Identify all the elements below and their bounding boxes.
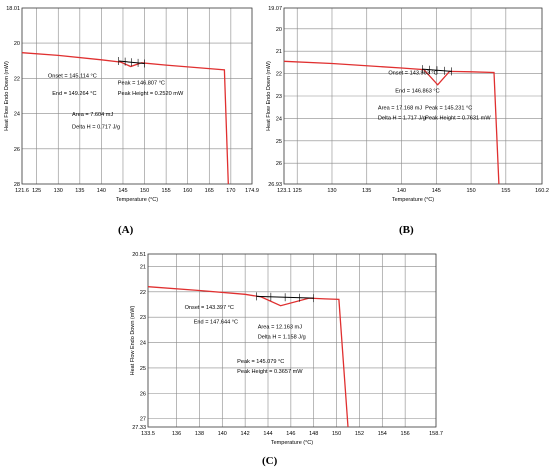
x-tick-label-c: 148 bbox=[309, 431, 318, 437]
y-axis-label-a: Heat Flow Endo Down (mW) bbox=[4, 61, 10, 131]
x-tick-label-c: 136 bbox=[172, 431, 181, 437]
annotation-a-1: End = 149.264 °C bbox=[52, 91, 96, 97]
x-tick-label-a: 130 bbox=[54, 188, 63, 194]
y-tick-label-c: 23 bbox=[140, 315, 146, 321]
x-tick-label-a: 121.6 bbox=[15, 188, 29, 194]
annotation-c-2: Area = 12.163 mJ bbox=[258, 325, 303, 331]
x-tick-label-a: 135 bbox=[75, 188, 84, 194]
chart-svg-b: 123.1 125 130 135 140 145 150 155 160.2 19.07 20 21… bbox=[266, 6, 549, 203]
annotation-b-0: Onset = 143.963 °C bbox=[388, 71, 437, 77]
y-tick-label-a: 18.01 bbox=[6, 6, 20, 12]
chart-svg-a: 121.6 125 130 135 140 145 150 155 160 165 170 174.9… bbox=[4, 6, 259, 203]
x-tick-label-c: 140 bbox=[218, 431, 227, 437]
x-axis-label-b: Temperature (°C) bbox=[392, 197, 434, 203]
annotation-c-4: Peak = 145.079 °C bbox=[237, 359, 284, 365]
plot-frame-a bbox=[21, 7, 253, 185]
x-tick-label-c: 146 bbox=[286, 431, 295, 437]
y-tick-label-c: 22 bbox=[140, 290, 146, 296]
annotation-c-3: Delta H = 1.158 J/g bbox=[258, 335, 306, 341]
x-tick-label-b: 155 bbox=[501, 188, 510, 194]
annotation-a-5: Delta H = 0.717 J/g bbox=[72, 125, 120, 131]
x-tick-label-a: 165 bbox=[205, 188, 214, 194]
y-tick-label-b: 26 bbox=[276, 161, 282, 167]
x-tick-label-a: 174.9 bbox=[245, 188, 259, 194]
x-tick-label-a: 155 bbox=[162, 188, 171, 194]
x-tick-label-b: 125 bbox=[293, 188, 302, 194]
x-tick-label-b: 135 bbox=[362, 188, 371, 194]
y-tick-label-c: 26 bbox=[140, 391, 146, 397]
chart-panel-a: 121.6 125 130 135 140 145 150 155 160 165 170 174.9… bbox=[0, 0, 260, 240]
chart-panel-c: 133.5 136 138 140 142 144 146 148 150 152 154 156 15… bbox=[104, 246, 446, 472]
x-tick-label-a: 140 bbox=[97, 188, 106, 194]
dsc-curve-c bbox=[147, 286, 349, 428]
x-tick-label-c: 144 bbox=[263, 431, 272, 437]
annotation-b-3: Delta H = 1.717 J/g bbox=[378, 116, 426, 122]
y-tick-label-a: 26 bbox=[14, 147, 20, 153]
x-tick-label-c: 152 bbox=[355, 431, 364, 437]
x-axis-label-c: Temperature (°C) bbox=[271, 440, 313, 446]
y-tick-label-c: 27.33 bbox=[132, 425, 146, 431]
annotation-b-2: Area = 17.168 mJ bbox=[378, 105, 423, 111]
y-tick-label-c: 27 bbox=[140, 417, 146, 423]
x-tick-label-b: 145 bbox=[432, 188, 441, 194]
y-tick-label-b: 21 bbox=[276, 49, 282, 55]
annotation-b-1: End = 146.863 °C bbox=[395, 89, 439, 95]
y-tick-label-a: 20 bbox=[14, 41, 20, 47]
annotation-a-4: Area = 7.604 mJ bbox=[72, 112, 113, 118]
dsc-curve-a bbox=[21, 52, 229, 185]
x-tick-label-c: 156 bbox=[401, 431, 410, 437]
annotation-a-3: Peak Height = 0.2520 mW bbox=[118, 91, 184, 97]
plot-frame-c bbox=[147, 253, 437, 428]
x-tick-label-b: 123.1 bbox=[277, 188, 291, 194]
x-tick-label-c: 150 bbox=[332, 431, 341, 437]
y-tick-label-b: 24 bbox=[276, 116, 282, 122]
y-axis-label-c: Heat Flow Endo Down (mW) bbox=[130, 305, 136, 375]
annotation-c-1: End = 147.644 °C bbox=[194, 320, 238, 326]
panel-label-c: (C) bbox=[262, 455, 278, 467]
x-tick-label-a: 150 bbox=[140, 188, 149, 194]
x-tick-label-c: 154 bbox=[378, 431, 387, 437]
x-tick-label-b: 130 bbox=[327, 188, 336, 194]
annotation-c-5: Peak Height = 0.3657 mW bbox=[237, 369, 303, 375]
x-tick-label-a: 125 bbox=[32, 188, 41, 194]
x-tick-label-a: 170 bbox=[226, 188, 235, 194]
x-tick-label-c: 138 bbox=[195, 431, 204, 437]
x-tick-label-b: 150 bbox=[466, 188, 475, 194]
annotation-a-2: Peak = 146.807 °C bbox=[118, 80, 165, 86]
y-tick-label-b: 22 bbox=[276, 72, 282, 78]
y-tick-label-a: 28 bbox=[14, 182, 20, 188]
panel-label-b: (B) bbox=[399, 224, 414, 236]
y-tick-label-b: 23 bbox=[276, 94, 282, 100]
x-tick-label-a: 145 bbox=[118, 188, 127, 194]
y-tick-label-c: 20.51 bbox=[132, 252, 146, 258]
panel-label-a: (A) bbox=[118, 224, 134, 236]
y-axis-label-b: Heat Flow Endo Down (mW) bbox=[266, 61, 272, 131]
x-tick-label-a: 160 bbox=[183, 188, 192, 194]
x-tick-label-b: 160.2 bbox=[535, 188, 549, 194]
plot-frame-b bbox=[283, 7, 543, 185]
y-tick-label-c: 25 bbox=[140, 366, 146, 372]
y-tick-label-b: 20 bbox=[276, 27, 282, 33]
x-axis-label-a: Temperature (°C) bbox=[116, 197, 158, 203]
annotation-b-5: Peak Height = 0.7631 mW bbox=[425, 116, 491, 122]
y-tick-label-a: 22 bbox=[14, 76, 20, 82]
x-tick-label-c: 133.5 bbox=[141, 431, 155, 437]
chart-panel-b: 123.1 125 130 135 140 145 150 155 160.2 19.07 20 21… bbox=[262, 0, 550, 240]
x-tick-label-b: 140 bbox=[397, 188, 406, 194]
dsc-curve-b bbox=[283, 60, 500, 185]
annotation-c-0: Onset = 143.397 °C bbox=[185, 305, 234, 311]
y-tick-label-a: 24 bbox=[14, 112, 20, 118]
y-tick-label-c: 24 bbox=[140, 341, 146, 347]
annotation-b-4: Peak = 145.231 °C bbox=[425, 105, 472, 111]
x-tick-label-c: 158.7 bbox=[429, 431, 443, 437]
y-tick-label-c: 21 bbox=[140, 264, 146, 270]
x-tick-label-c: 142 bbox=[241, 431, 250, 437]
chart-svg-c: 133.5 136 138 140 142 144 146 148 150 152 154 156 15… bbox=[130, 252, 443, 446]
y-tick-label-b: 19.07 bbox=[268, 6, 282, 12]
annotation-a-0: Onset = 145.114 °C bbox=[48, 73, 97, 79]
y-tick-label-b: 25 bbox=[276, 139, 282, 145]
y-tick-label-b: 26.93 bbox=[268, 182, 282, 188]
